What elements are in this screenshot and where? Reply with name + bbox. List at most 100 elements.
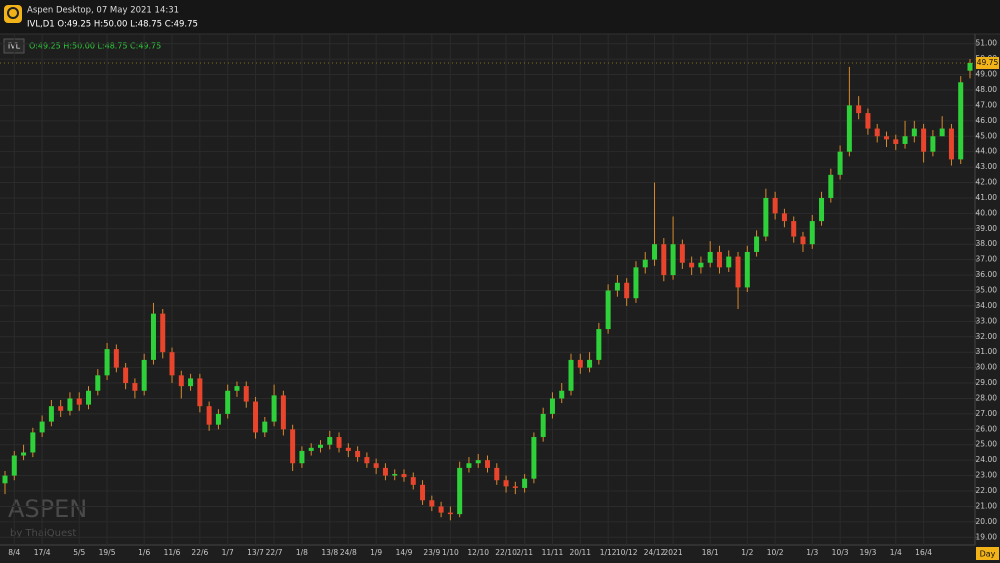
candle-body [336, 437, 342, 448]
candle-body [642, 259, 648, 268]
x-tick-label: 11/11 [542, 548, 564, 557]
y-tick-label: 39.00 [976, 224, 998, 233]
x-tick-label: 19/3 [860, 548, 877, 557]
timeframe-box [976, 547, 999, 560]
x-tick-label: 13/8 [321, 548, 338, 557]
app-logo-mark [7, 7, 19, 19]
candle-body [763, 197, 769, 237]
x-tick-label: 1/2 [741, 548, 753, 557]
candle-body [883, 136, 889, 140]
x-tick-label: 18/1 [702, 548, 719, 557]
candle-body [587, 359, 593, 368]
y-tick-label: 49.00 [976, 70, 998, 79]
y-tick-label: 24.00 [976, 455, 998, 464]
app-title: Aspen Desktop, 07 May 2021 14:31 [27, 6, 179, 16]
y-tick-label: 19.00 [976, 532, 998, 541]
candle-body [206, 406, 212, 425]
y-tick-label: 45.00 [976, 131, 998, 140]
y-tick-label: 47.00 [976, 100, 998, 109]
candle-body [624, 282, 630, 299]
candle-body [503, 480, 509, 487]
candle-body [21, 452, 27, 456]
x-tick-label: 2/11 [516, 548, 533, 557]
y-tick-label: 36.00 [976, 270, 998, 279]
candle-body [280, 395, 286, 430]
last-price-label: 49.75 [977, 58, 999, 67]
candle-body [178, 375, 184, 387]
y-tick-label: 26.00 [976, 424, 998, 433]
x-tick-label: 12/10 [467, 548, 489, 557]
x-tick-label: 22/6 [191, 548, 208, 557]
candle-body [485, 460, 490, 468]
candle-body [58, 406, 64, 411]
candle-body [939, 128, 945, 137]
candle-body [188, 378, 194, 387]
y-tick-label: 38.00 [976, 239, 998, 248]
candle-body [123, 367, 129, 384]
y-tick-label: 48.00 [976, 85, 998, 94]
candle-body [420, 484, 426, 501]
candle-body [132, 383, 138, 391]
y-tick-label: 40.00 [976, 208, 998, 217]
y-tick-label: 32.00 [976, 332, 998, 341]
candle-body [744, 251, 750, 288]
candle-body [902, 136, 908, 144]
x-tick-label: 16/4 [915, 548, 932, 557]
x-tick-label: 5/5 [73, 548, 85, 557]
candle-body [234, 386, 240, 391]
candle-body [215, 413, 221, 425]
candle-body [327, 437, 333, 445]
candle-body [791, 221, 797, 237]
x-tick-label: 10/2 [767, 548, 784, 557]
y-tick-label: 42.00 [976, 178, 998, 187]
x-tick-label: 22/7 [266, 548, 283, 557]
candle-body [856, 105, 862, 114]
x-tick-label: 1/7 [222, 548, 234, 557]
candle-body [726, 256, 732, 268]
y-tick-label: 22.00 [976, 486, 998, 495]
y-tick-label: 30.00 [976, 363, 998, 372]
candle-body [466, 463, 472, 468]
candle-body [160, 313, 166, 353]
x-tick-label: 20/11 [569, 548, 591, 557]
candle-body [716, 251, 722, 268]
candle-body [531, 437, 537, 479]
candle-body [299, 450, 305, 464]
y-tick-label: 20.00 [976, 517, 998, 526]
candle-body [410, 477, 416, 485]
candle-body [633, 267, 639, 299]
y-tick-label: 27.00 [976, 409, 998, 418]
x-tick-label: 24/12 [644, 548, 666, 557]
candle-body [614, 282, 620, 291]
candle-body [967, 62, 973, 71]
candle-body [559, 390, 565, 399]
y-tick-label: 23.00 [976, 471, 998, 480]
candle-body [707, 251, 713, 263]
x-tick-label: 1/12 [600, 548, 617, 557]
watermark-brand: ASPEN [8, 495, 87, 523]
candle-body [679, 244, 685, 263]
candle-body [819, 197, 825, 222]
y-tick-label: 21.00 [976, 501, 998, 510]
candle-body [290, 429, 296, 464]
timeframe-label: Day [980, 550, 996, 559]
candle-body [948, 128, 954, 160]
y-tick-label: 37.00 [976, 255, 998, 264]
candle-body [522, 478, 528, 488]
y-tick-label: 41.00 [976, 193, 998, 202]
header-bar [0, 0, 1000, 34]
candle-body [438, 506, 444, 513]
y-tick-label: 34.00 [976, 301, 998, 310]
y-tick-label: 46.00 [976, 116, 998, 125]
candle-body [39, 421, 45, 433]
x-tick-label: 17/4 [34, 548, 51, 557]
candle-body [382, 467, 388, 476]
x-tick-label: 19/5 [99, 548, 116, 557]
watermark-byline: by ThaiQuest [10, 528, 76, 539]
candle-body [930, 136, 936, 152]
candle-body [540, 413, 546, 438]
candle-body [141, 359, 147, 391]
candle-body [874, 128, 880, 137]
x-tick-label: 1/4 [890, 548, 902, 557]
